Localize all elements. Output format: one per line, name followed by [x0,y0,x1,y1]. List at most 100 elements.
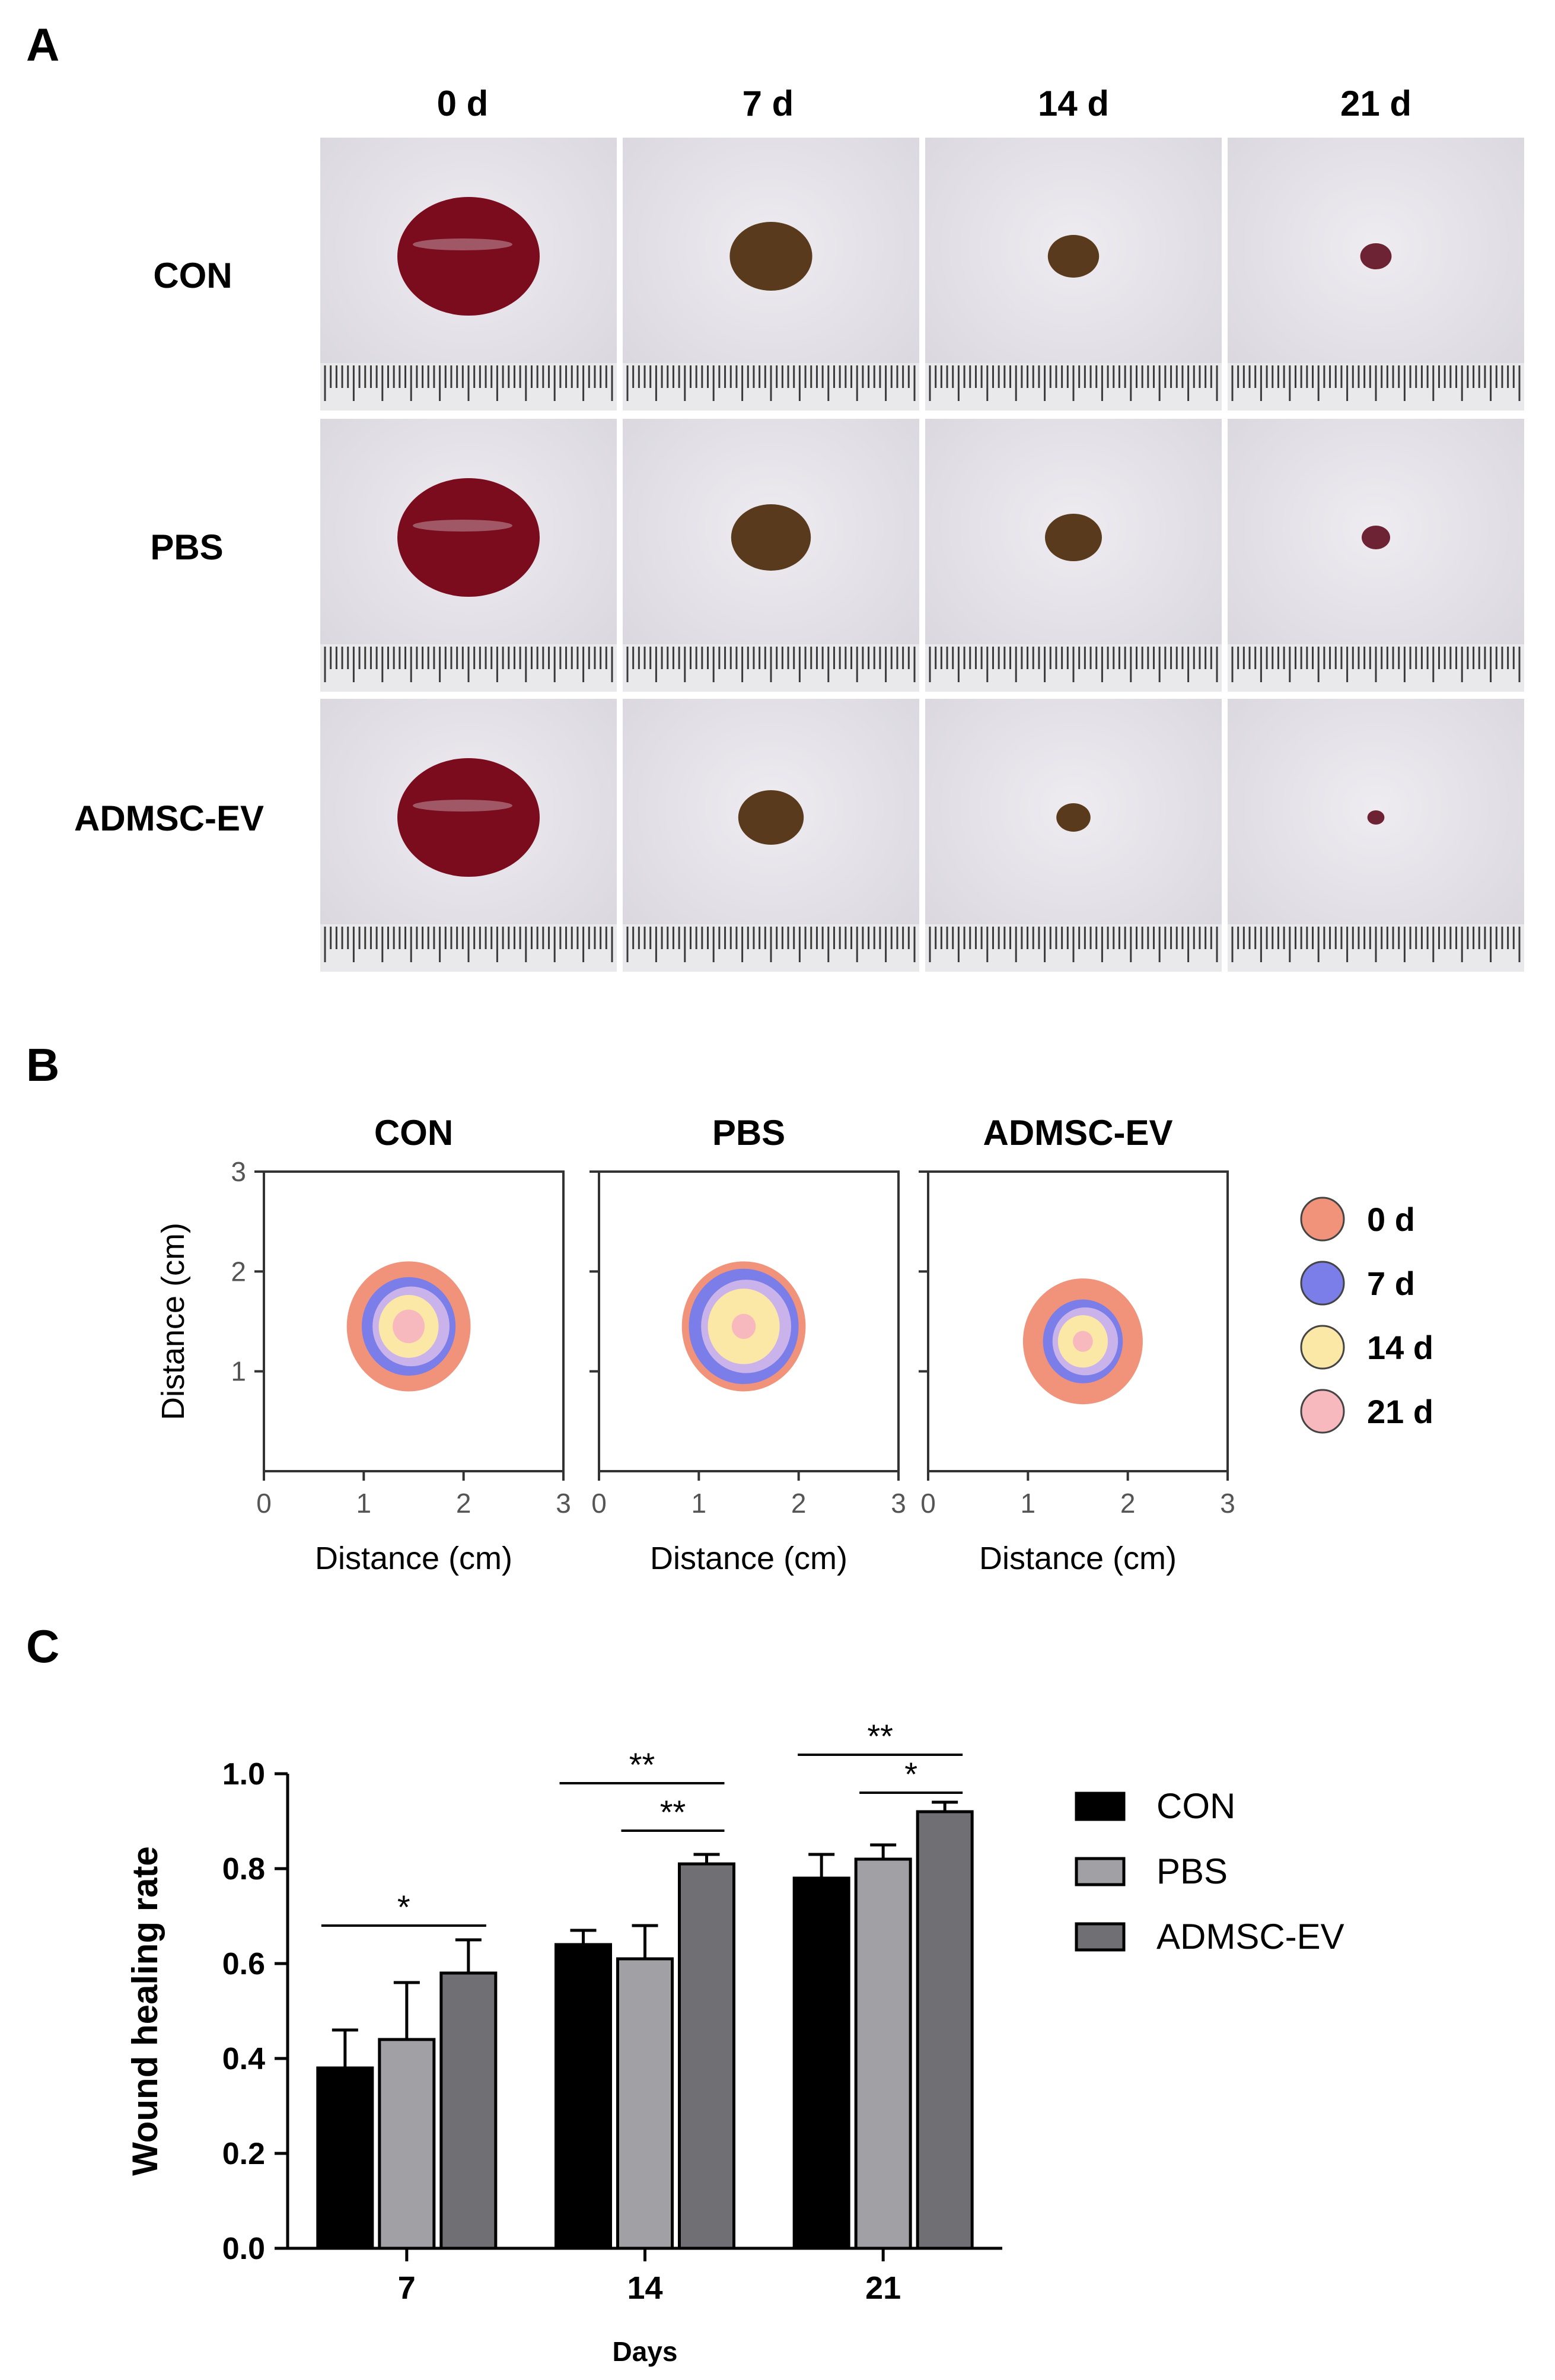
row-label-admsc-ev: ADMSC-EV [74,798,264,838]
significance-label: ** [629,1746,655,1783]
wound [1360,243,1392,269]
y-tick-label: 0.0 [222,2232,265,2266]
x-tick-label: 1 [356,1488,372,1519]
trace-plot-admsc-ev: ADMSC-EV 0 1 2 3 Distance (cm) [919,1113,1235,1576]
bar-con-day21 [792,1876,850,2250]
wound [729,222,812,291]
column-label-14d: 14 d [1037,84,1110,123]
photo-admsc-ev-0d [320,699,617,972]
x-axis-label: Distance (cm) [315,1541,512,1576]
photo-pbs-0d [320,419,617,692]
x-tick-label: 21 [865,2270,901,2306]
legend-swatch [1075,1792,1126,1821]
legend-label: 0 d [1367,1201,1415,1238]
column-label-0d: 0 d [436,84,489,123]
significance-label: * [397,1888,410,1926]
x-axis-label: Distance (cm) [979,1541,1177,1576]
trace-plot-title: ADMSC-EV [983,1113,1172,1153]
photo-con-14d [925,138,1222,411]
wound [738,790,804,845]
column-label-21d: 21 d [1340,84,1412,123]
healing-rate-chart: 0.00.20.40.60.81.07 14 21********DaysWound… [125,1717,1344,2367]
x-tick-label: 14 [627,2270,662,2306]
wound-highlight [413,520,512,532]
bar-admsc-ev-day14 [678,1862,735,2250]
panel-c-letter: C [26,1620,60,1672]
trace-plot-con: CON 0 1 2 3 1 2 3 Distance (cm) Distance (cm) [155,1113,571,1576]
x-tick-label: 0 [920,1488,936,1519]
legend-swatch [1075,1857,1126,1886]
bar-con-day7 [316,2066,374,2250]
y-tick-label: 3 [231,1156,246,1187]
y-tick-label: 1 [231,1356,246,1387]
wound-highlight [413,238,512,250]
bar-chart-plot: 0.00.20.40.60.81.07 14 21********DaysWound… [125,1717,1002,2367]
y-tick-label: 0.2 [222,2137,265,2171]
photo-admsc-ev-7d [623,699,919,972]
legend-label: 14 d [1367,1329,1433,1366]
photo-admsc-ev-21d [1228,699,1524,972]
wound [1047,235,1100,278]
legend-label: 7 d [1367,1265,1415,1302]
trace-21d [393,1309,425,1344]
legend-label: 21 d [1367,1393,1433,1430]
wound [731,504,811,571]
row-label-pbs: PBS [150,527,224,567]
wound [397,197,540,316]
x-tick-label: 2 [791,1488,807,1519]
y-axis-label: Wound healing rate [125,1846,165,2176]
bar-admsc-ev-day21 [916,1810,974,2250]
y-axis-label: Distance (cm) [155,1223,191,1420]
wound [1362,526,1390,549]
x-tick-label: 0 [256,1488,272,1519]
wound [1056,803,1091,832]
y-tick-label: 0.8 [222,1852,265,1886]
bar-legend: CON PBS ADMSC-EV [1075,1786,1344,1956]
y-tick-label: 1.0 [222,1757,265,1792]
wound [1045,514,1102,561]
legend-swatch [1300,1261,1345,1306]
photo-con-0d [320,138,617,411]
wound-photo-grid [320,138,1524,972]
trace-plot-title: CON [374,1113,453,1153]
photo-pbs-21d [1228,419,1524,692]
wound [1367,810,1385,825]
trace-plot-pbs: PBS 0 1 2 3 Distance (cm) [590,1113,906,1576]
column-label-7d: 7 d [742,84,794,123]
photo-admsc-ev-14d [925,699,1222,972]
panel-b-letter: B [26,1039,60,1091]
y-tick-label: 0.6 [222,1947,265,1981]
significance-label: ** [867,1717,893,1755]
wound [397,478,540,597]
legend-label: ADMSC-EV [1156,1917,1344,1956]
legend-swatch [1300,1325,1345,1370]
x-tick-label: 0 [591,1488,607,1519]
x-tick-label: 2 [456,1488,471,1519]
bar-pbs-day14 [616,1957,674,2250]
significance-label: * [904,1755,917,1793]
bar-con-day14 [555,1943,612,2250]
legend-label: CON [1156,1786,1235,1826]
panel-a-letter: A [26,18,60,71]
photo-con-7d [623,138,919,411]
x-tick-label: 1 [1021,1488,1036,1519]
photo-pbs-14d [925,419,1222,692]
y-tick-label: 2 [231,1256,246,1287]
photo-pbs-7d [623,419,919,692]
wound-highlight [413,800,512,812]
legend-swatch [1300,1389,1345,1434]
x-axis-label: Distance (cm) [650,1541,847,1576]
bar-pbs-day21 [854,1857,912,2250]
legend-label: PBS [1156,1851,1228,1891]
bar-admsc-ev-day7 [439,1971,498,2250]
x-tick-label: 2 [1120,1488,1136,1519]
significance-label: ** [660,1793,686,1831]
trace-legend: 0 d 7 d 14 d 21 d [1300,1197,1433,1434]
plot-frame [927,1170,1229,1472]
trace-plot-title: PBS [712,1113,785,1153]
y-tick-label: 0.4 [222,2042,265,2076]
photo-con-21d [1228,138,1524,411]
trace-21d [731,1313,756,1339]
trace-21d [1073,1331,1093,1352]
wound-trace-panel: CON 0 1 2 3 1 2 3 Distance (cm) Distance (cm) PBS 0… [155,1113,1433,1576]
